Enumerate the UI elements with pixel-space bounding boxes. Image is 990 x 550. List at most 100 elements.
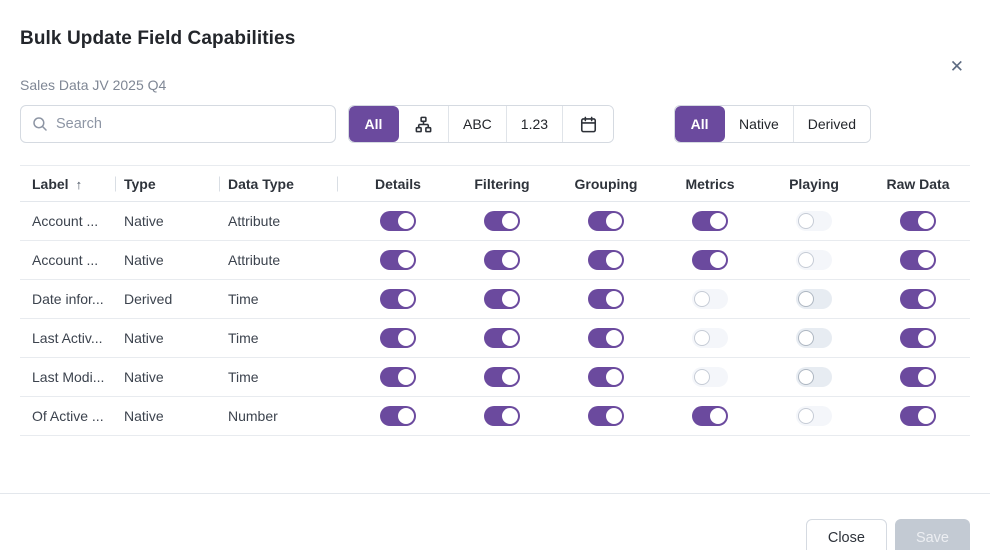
column-header-details[interactable]: Details xyxy=(375,175,421,192)
close-modal-button[interactable]: ✕ xyxy=(948,56,966,77)
toggle-filtering[interactable] xyxy=(484,289,520,309)
cell-raw-data xyxy=(866,280,970,319)
toggle-knob xyxy=(606,369,622,385)
column-header-type[interactable]: Type xyxy=(124,166,228,202)
cell-details xyxy=(346,358,450,397)
toggle-raw-data[interactable] xyxy=(900,211,936,231)
origin-filter-segment-all[interactable]: All xyxy=(675,106,726,142)
toggle-metrics[interactable] xyxy=(692,250,728,270)
cell-details xyxy=(346,397,450,436)
cell-filtering xyxy=(450,319,554,358)
toggle-knob xyxy=(918,369,934,385)
toggle-knob xyxy=(918,408,934,424)
column-header-data-type[interactable]: Data Type xyxy=(228,166,346,202)
toggle-raw-data[interactable] xyxy=(900,406,936,426)
toggle-knob xyxy=(606,213,622,229)
cell-data-type: Time xyxy=(228,369,259,385)
save-button[interactable]: Save xyxy=(894,519,970,550)
toggle-playing[interactable] xyxy=(796,328,832,348)
data-type-filter-segment-attribute[interactable] xyxy=(399,106,449,142)
column-header-label[interactable]: Label ↑ xyxy=(20,166,124,202)
toggle-raw-data[interactable] xyxy=(900,328,936,348)
toggle-grouping[interactable] xyxy=(588,250,624,270)
toggle-knob xyxy=(606,330,622,346)
toggle-knob xyxy=(398,408,414,424)
table-body: Account ... Native Attribute Account ... Nat… xyxy=(20,202,970,436)
cell-details xyxy=(346,202,450,241)
toggle-playing[interactable] xyxy=(796,367,832,387)
toggle-grouping[interactable] xyxy=(588,328,624,348)
toggle-filtering[interactable] xyxy=(484,406,520,426)
table-row: Of Active ... Native Number xyxy=(20,397,970,436)
toggle-grouping[interactable] xyxy=(588,367,624,387)
column-header-filtering[interactable]: Filtering xyxy=(474,175,530,192)
column-header-playing[interactable]: Playing xyxy=(789,175,839,192)
toggle-filtering[interactable] xyxy=(484,367,520,387)
toggle-details[interactable] xyxy=(380,289,416,309)
hierarchy-icon xyxy=(414,115,433,134)
toggle-filtering[interactable] xyxy=(484,328,520,348)
toggle-filtering[interactable] xyxy=(484,250,520,270)
column-header-metrics[interactable]: Metrics xyxy=(685,175,735,192)
bulk-update-modal: Bulk Update Field Capabilities ✕ Sales D… xyxy=(0,28,990,550)
toggle-grouping[interactable] xyxy=(588,406,624,426)
toggle-metrics[interactable] xyxy=(692,367,728,387)
toggle-knob xyxy=(398,291,414,307)
toggle-details[interactable] xyxy=(380,211,416,231)
toggle-knob xyxy=(398,369,414,385)
cell-grouping xyxy=(554,280,658,319)
toggle-knob xyxy=(798,408,814,424)
column-header-grouping[interactable]: Grouping xyxy=(574,175,638,192)
toggle-details[interactable] xyxy=(380,406,416,426)
toggle-raw-data[interactable] xyxy=(900,289,936,309)
toggle-metrics[interactable] xyxy=(692,289,728,309)
search-input[interactable] xyxy=(56,116,325,132)
table-row: Account ... Native Attribute xyxy=(20,241,970,280)
toggle-raw-data[interactable] xyxy=(900,250,936,270)
origin-filter-segment-derived[interactable]: Derived xyxy=(793,106,870,142)
cell-filtering xyxy=(450,202,554,241)
cell-data-type: Time xyxy=(228,330,259,346)
toggle-playing[interactable] xyxy=(796,211,832,231)
toggle-knob xyxy=(798,252,814,268)
toggle-playing[interactable] xyxy=(796,250,832,270)
data-type-filter-segment-number[interactable]: 1.23 xyxy=(506,106,564,142)
cell-data-type: Time xyxy=(228,291,259,307)
toggle-details[interactable] xyxy=(380,367,416,387)
search-box[interactable] xyxy=(20,105,336,143)
toggle-knob xyxy=(918,291,934,307)
toggle-grouping[interactable] xyxy=(588,211,624,231)
toggle-details[interactable] xyxy=(380,250,416,270)
table-row: Date infor... Derived Time xyxy=(20,280,970,319)
data-type-filter-segment-text[interactable]: ABC xyxy=(449,106,507,142)
toggle-grouping[interactable] xyxy=(588,289,624,309)
toggle-metrics[interactable] xyxy=(692,211,728,231)
origin-filter-segment-native[interactable]: Native xyxy=(725,106,794,142)
toggle-playing[interactable] xyxy=(796,406,832,426)
close-button[interactable]: Close xyxy=(805,519,887,550)
column-header-raw-data[interactable]: Raw Data xyxy=(886,175,950,192)
cell-label: Date infor... xyxy=(32,291,104,307)
cell-details xyxy=(346,241,450,280)
toggle-knob xyxy=(502,408,518,424)
cell-data-type: Attribute xyxy=(228,252,281,268)
data-type-filter-segment-date[interactable] xyxy=(563,106,614,142)
data-type-filter-segment-all[interactable]: All xyxy=(349,106,399,142)
toggle-knob xyxy=(502,213,518,229)
toggle-metrics[interactable] xyxy=(692,406,728,426)
cell-label: Of Active ... xyxy=(32,408,104,424)
footer: Close Save xyxy=(805,519,970,550)
cell-raw-data xyxy=(866,241,970,280)
toggle-details[interactable] xyxy=(380,328,416,348)
toggle-playing[interactable] xyxy=(796,289,832,309)
footer-divider xyxy=(0,493,990,494)
toggle-filtering[interactable] xyxy=(484,211,520,231)
sort-asc-icon: ↑ xyxy=(75,176,83,192)
toggle-metrics[interactable] xyxy=(692,328,728,348)
toggle-raw-data[interactable] xyxy=(900,367,936,387)
toggle-knob xyxy=(798,291,814,307)
cell-type: Derived xyxy=(124,291,173,307)
table-row: Last Activ... Native Time xyxy=(20,319,970,358)
cell-details xyxy=(346,280,450,319)
